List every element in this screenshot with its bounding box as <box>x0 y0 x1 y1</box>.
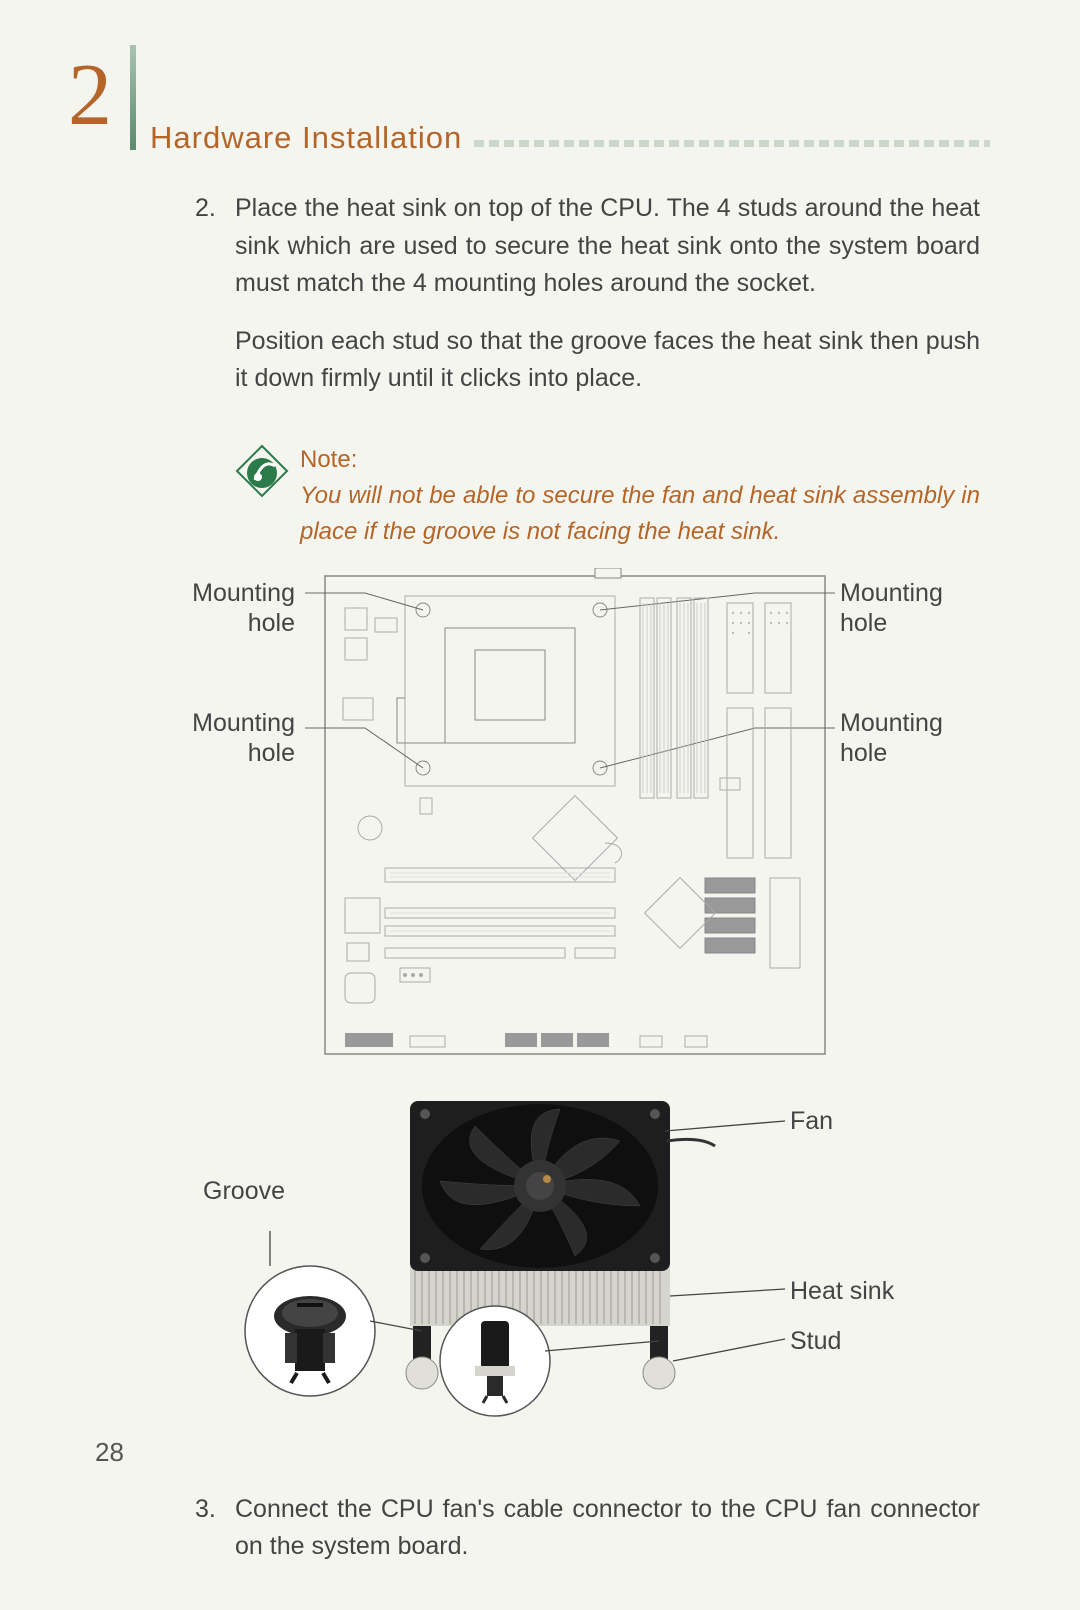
step-3-para1: Connect the CPU fan's cable connector to… <box>235 1491 980 1566</box>
heatsink-svg <box>225 1081 925 1441</box>
step-2-para1: Place the heat sink on top of the CPU. T… <box>235 190 980 303</box>
step-2-number: 2. <box>195 190 235 418</box>
page-body: 2. Place the heat sink on top of the CPU… <box>195 190 980 1610</box>
note-text: You will not be able to secure the fan a… <box>300 482 980 545</box>
heatsink-photo: Groove Fan Heat sink Stud <box>195 1081 980 1461</box>
step-2-para2: Position each stud so that the groove fa… <box>235 323 980 398</box>
motherboard-svg <box>305 568 845 1063</box>
note-block: Note: You will not be able to secure the… <box>235 442 980 550</box>
note-icon <box>235 444 290 499</box>
label-mounting-hole-br: Mounting hole <box>840 708 970 768</box>
step-3-number: 3. <box>195 1491 235 1586</box>
step-3: 3. Connect the CPU fan's cable connector… <box>195 1491 980 1586</box>
note-content: Note: You will not be able to secure the… <box>300 442 980 550</box>
label-mounting-hole-bl: Mounting hole <box>175 708 295 768</box>
chapter-number: 2 <box>68 52 112 140</box>
label-mounting-hole-tr: Mounting hole <box>840 578 970 638</box>
label-mounting-hole-tl: Mounting hole <box>175 578 295 638</box>
chapter-bar <box>130 45 136 150</box>
page-number: 28 <box>95 1437 124 1468</box>
header-row: Hardware Installation <box>150 120 990 156</box>
chapter-title: Hardware Installation <box>150 120 462 156</box>
note-label: Note: <box>300 446 357 473</box>
step-3-text: Connect the CPU fan's cable connector to… <box>235 1491 980 1586</box>
header-dots <box>474 138 990 148</box>
motherboard-diagram: Mounting hole Mounting hole Mounting hol… <box>195 568 980 1063</box>
step-2-text: Place the heat sink on top of the CPU. T… <box>235 190 980 418</box>
step-2: 2. Place the heat sink on top of the CPU… <box>195 190 980 418</box>
